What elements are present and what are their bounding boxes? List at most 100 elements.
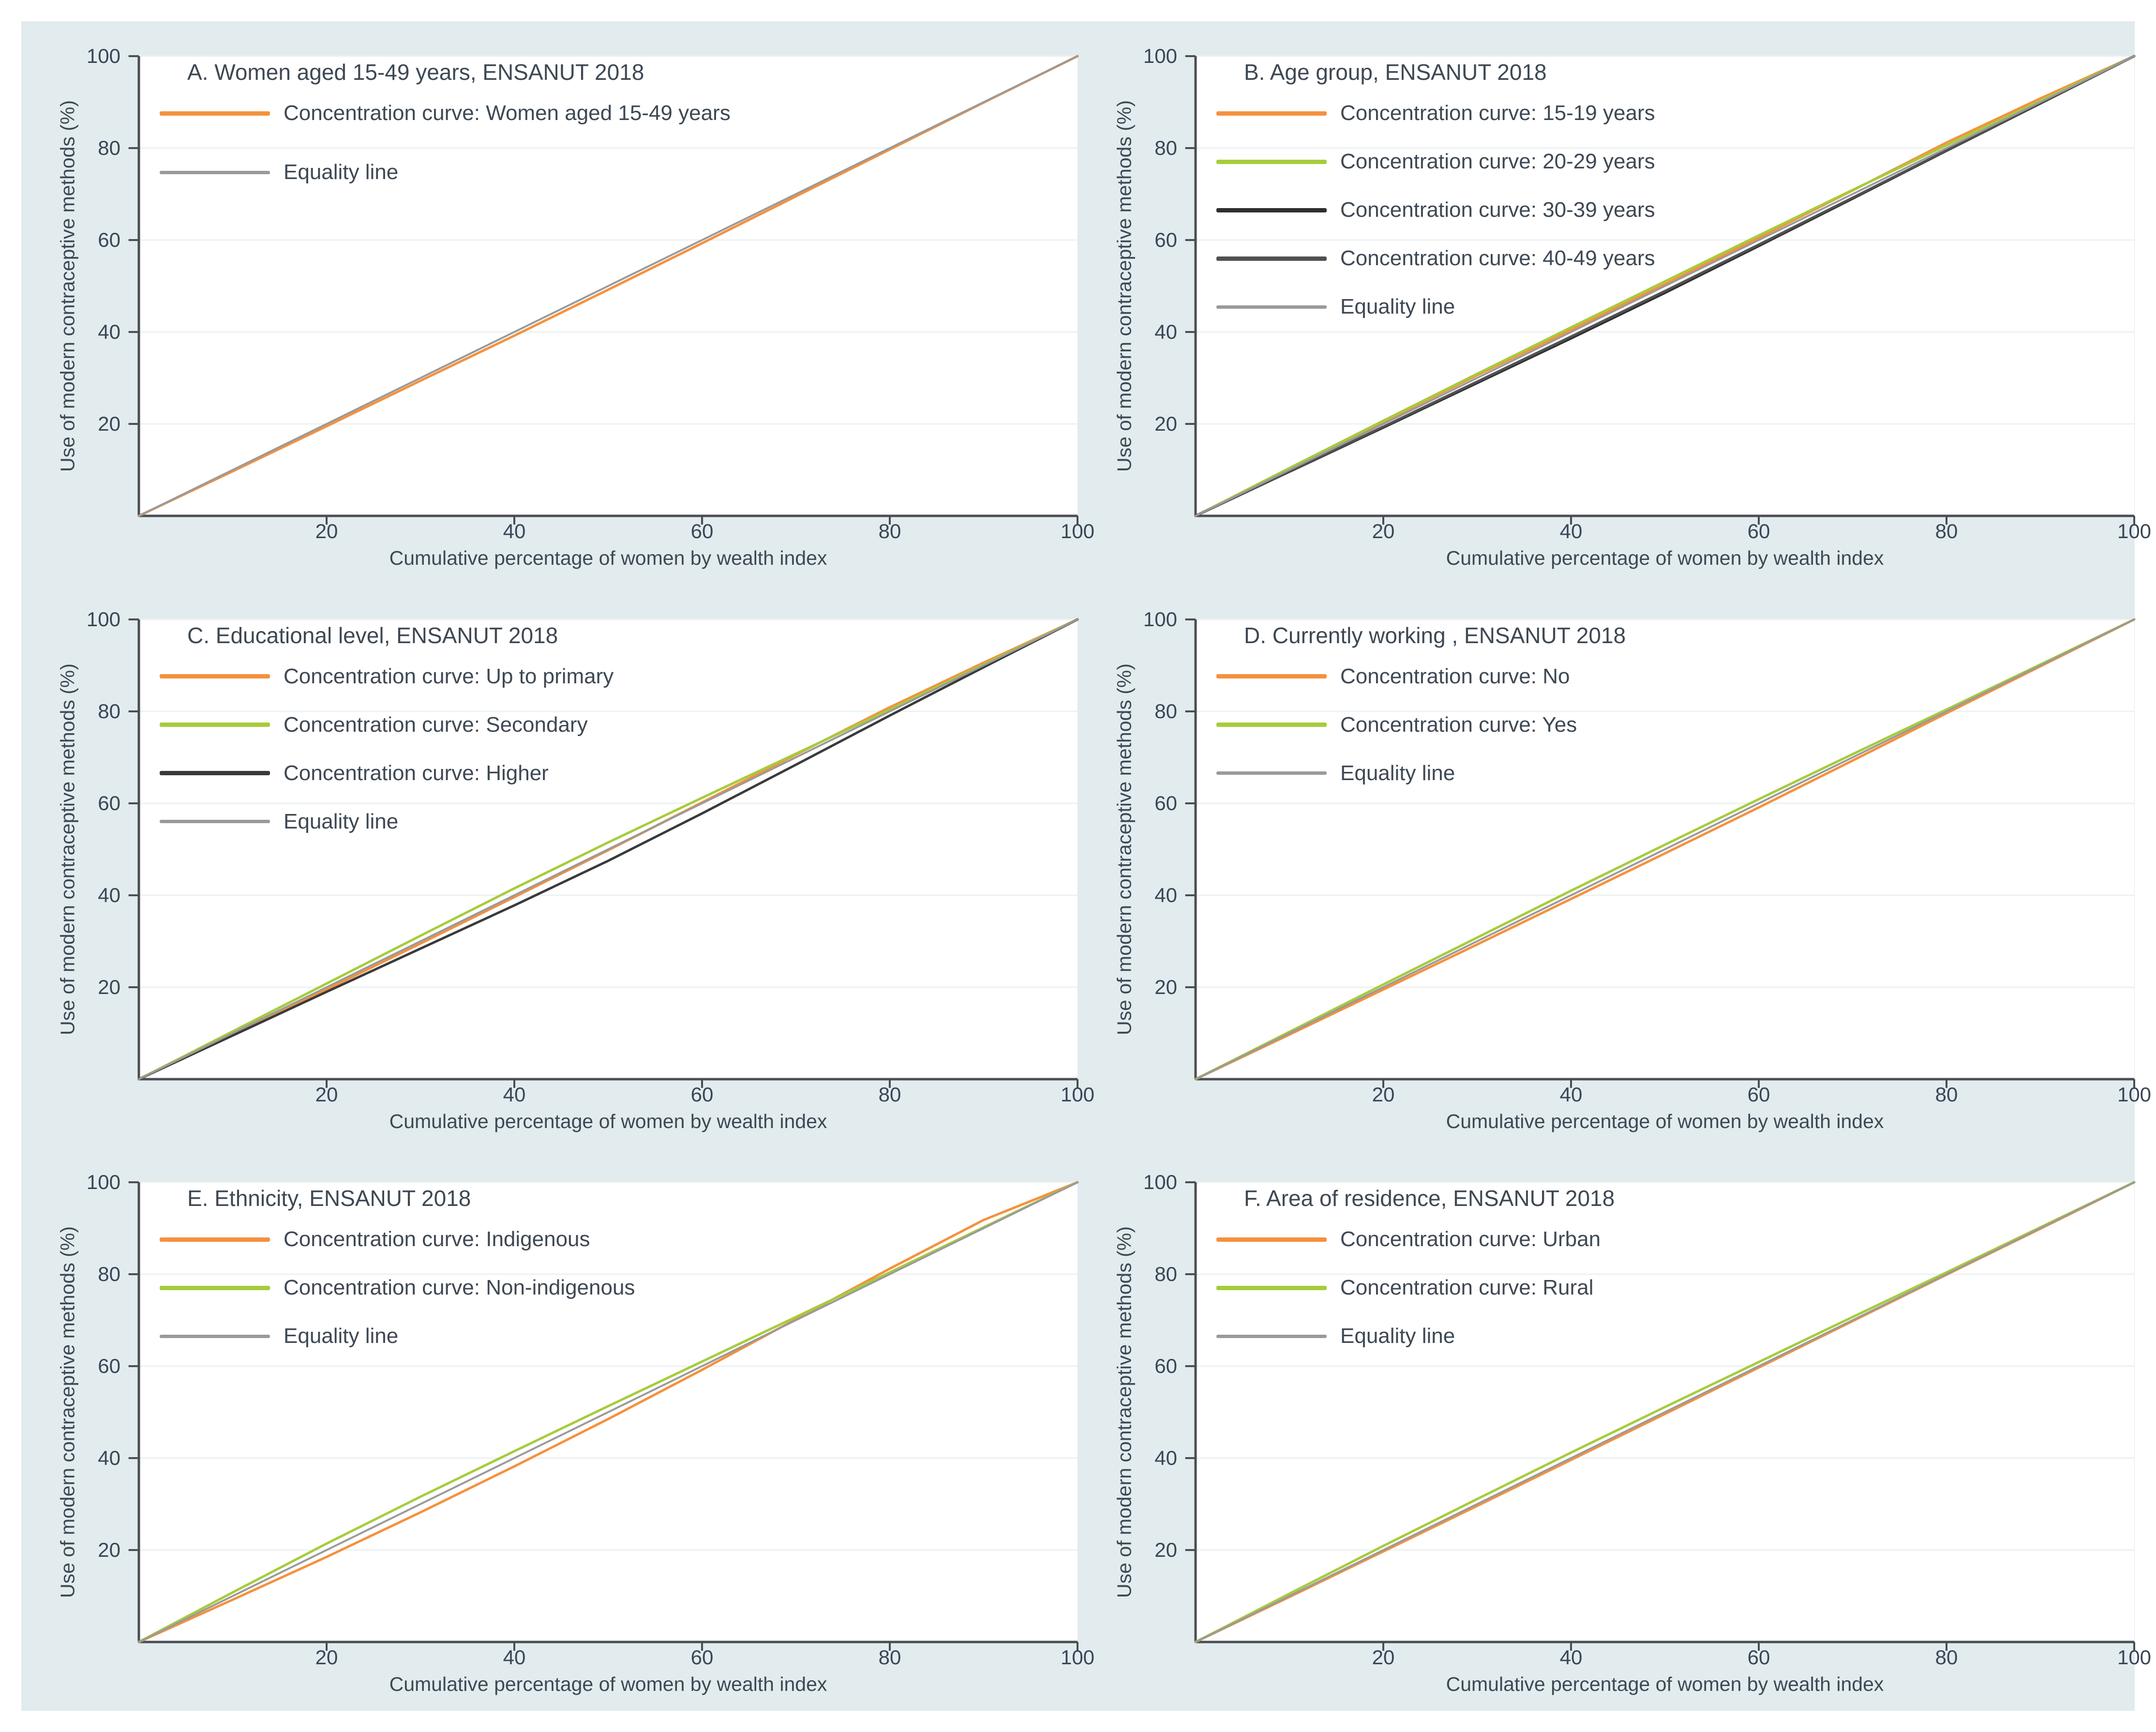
y-tick-label: 20 xyxy=(98,412,120,435)
y-tick-label: 20 xyxy=(98,1538,120,1562)
plot-area: F. Area of residence, ENSANUT 2018 Conce… xyxy=(1196,1182,2134,1642)
figure-canvas: Use of modern contraceptive methods (%) … xyxy=(21,21,2135,1711)
y-tick-label: 100 xyxy=(86,607,120,631)
x-tick-label: 20 xyxy=(315,1646,338,1669)
legend-line-swatch xyxy=(1216,771,1327,775)
x-tick-label: 100 xyxy=(1060,1646,1095,1669)
legend-item: Equality line xyxy=(1216,1321,1455,1352)
y-tick-label: 80 xyxy=(98,1263,120,1286)
legend-item: Equality line xyxy=(160,1321,398,1352)
y-tick-label: 20 xyxy=(1154,975,1177,998)
x-tick-label: 80 xyxy=(1935,1646,1958,1669)
x-tick-label: 80 xyxy=(1935,1083,1958,1106)
legend-label: Equality line xyxy=(284,1324,399,1348)
x-tick-label: 60 xyxy=(1747,1083,1770,1106)
legend-line-swatch xyxy=(160,111,270,116)
legend-label: Equality line xyxy=(1340,295,1455,318)
x-axis-label: Cumulative percentage of women by wealth… xyxy=(1446,1110,1884,1132)
legend-label: Concentration curve: Yes xyxy=(1340,712,1577,737)
x-tick-label: 60 xyxy=(1747,1646,1770,1669)
series-line xyxy=(1196,1182,2134,1642)
series-line xyxy=(139,56,1078,516)
legend-item: Concentration curve: Rural xyxy=(1216,1272,1593,1303)
legend-line-swatch xyxy=(1216,159,1327,164)
x-tick-label: 40 xyxy=(503,520,526,542)
legend-label: Concentration curve: Urban xyxy=(1340,1227,1601,1251)
legend-label: Concentration curve: Higher xyxy=(284,761,549,785)
panel-f: Use of modern contraceptive methods (%) … xyxy=(1078,1147,2135,1711)
chart-canvas xyxy=(139,619,1078,1079)
y-tick-labels: 20 40 60 80 100 xyxy=(21,608,120,1079)
y-tick-label: 40 xyxy=(98,883,120,906)
legend-label: Concentration curve: Non-indigenous xyxy=(284,1276,635,1300)
legend-item: Concentration curve: Secondary xyxy=(160,709,588,740)
panel-b: Use of modern contraceptive methods (%) … xyxy=(1078,21,2135,585)
legend-label: Equality line xyxy=(1340,1324,1455,1348)
panel-a: Use of modern contraceptive methods (%) … xyxy=(21,21,1078,585)
series-line xyxy=(1196,56,2134,516)
plot-area: B. Age group, ENSANUT 2018 Concentration… xyxy=(1196,56,2134,516)
x-tick-labels: 20 40 60 80 100 xyxy=(1196,1083,2151,1109)
series-line xyxy=(1196,56,2134,516)
x-tick-label: 60 xyxy=(1747,520,1770,542)
x-axis-label: Cumulative percentage of women by wealth… xyxy=(1446,547,1884,569)
x-tick-label: 60 xyxy=(690,1646,714,1669)
y-tick-label: 100 xyxy=(1143,45,1177,67)
y-tick-label: 80 xyxy=(98,699,120,723)
y-tick-label: 100 xyxy=(86,1171,120,1194)
y-tick-label: 60 xyxy=(1154,791,1177,814)
chart-canvas xyxy=(1196,619,2134,1079)
chart-canvas xyxy=(1196,1182,2134,1642)
legend-line-swatch xyxy=(1216,1237,1327,1242)
y-tick-label: 40 xyxy=(1154,1446,1177,1470)
x-axis-label: Cumulative percentage of women by wealth… xyxy=(389,1673,827,1696)
legend-item: Concentration curve: Urban xyxy=(1216,1224,1601,1255)
x-axis-label: Cumulative percentage of women by wealth… xyxy=(1446,1673,1884,1696)
panel-e: Use of modern contraceptive methods (%) … xyxy=(21,1147,1078,1711)
y-tick-label: 80 xyxy=(98,136,120,159)
x-axis-label: Cumulative percentage of women by wealth… xyxy=(389,547,827,569)
legend-line-swatch xyxy=(160,723,270,727)
x-tick-label: 80 xyxy=(878,1083,901,1106)
legend-line-swatch xyxy=(1216,256,1327,261)
y-tick-label: 40 xyxy=(1154,883,1177,906)
legend-label: Concentration curve: Rural xyxy=(1340,1276,1594,1300)
y-tick-label: 60 xyxy=(98,228,120,251)
panel-title: A. Women aged 15-49 years, ENSANUT 2018 xyxy=(187,60,644,85)
x-tick-label: 100 xyxy=(2117,1083,2152,1106)
legend-label: Equality line xyxy=(284,160,399,184)
legend-label: Concentration curve: 30-39 years xyxy=(1340,198,1655,222)
series-line xyxy=(1196,1182,2134,1642)
x-tick-label: 40 xyxy=(1559,1083,1583,1106)
legend-label: Equality line xyxy=(284,809,399,833)
x-tick-label: 80 xyxy=(1935,520,1958,542)
legend-item: Concentration curve: 15-19 years xyxy=(1216,98,1655,129)
chart-canvas xyxy=(1196,56,2134,516)
x-tick-label: 20 xyxy=(1372,1083,1395,1106)
x-tick-label: 80 xyxy=(878,520,901,542)
legend-line-swatch xyxy=(160,1334,270,1338)
legend-line-swatch xyxy=(1216,723,1327,727)
legend-line-swatch xyxy=(160,1237,270,1242)
x-tick-label: 40 xyxy=(1559,520,1583,542)
chart-canvas xyxy=(139,1182,1078,1642)
legend-label: Concentration curve: Secondary xyxy=(284,712,588,737)
legend-item: Equality line xyxy=(160,806,398,837)
y-tick-label: 40 xyxy=(98,320,120,343)
legend-item: Equality line xyxy=(1216,758,1455,789)
legend-label: Concentration curve: 15-19 years xyxy=(1340,101,1655,125)
legend-item: Concentration curve: Women aged 15-49 ye… xyxy=(160,98,731,129)
legend-line-swatch xyxy=(1216,111,1327,116)
x-tick-label: 60 xyxy=(690,520,714,542)
legend-item: Concentration curve: 30-39 years xyxy=(1216,195,1655,226)
legend-label: Concentration curve: Up to primary xyxy=(284,664,614,688)
plot-area: C. Educational level, ENSANUT 2018 Conce… xyxy=(139,619,1078,1079)
x-axis-label: Cumulative percentage of women by wealth… xyxy=(389,1110,827,1132)
legend-item: Concentration curve: 20-29 years xyxy=(1216,146,1655,177)
legend-line-swatch xyxy=(1216,1285,1327,1290)
series-line xyxy=(1196,619,2134,1079)
series-line xyxy=(139,619,1078,1079)
y-tick-label: 100 xyxy=(86,45,120,67)
legend-item: Equality line xyxy=(160,157,398,188)
panel-title: F. Area of residence, ENSANUT 2018 xyxy=(1244,1186,1615,1211)
